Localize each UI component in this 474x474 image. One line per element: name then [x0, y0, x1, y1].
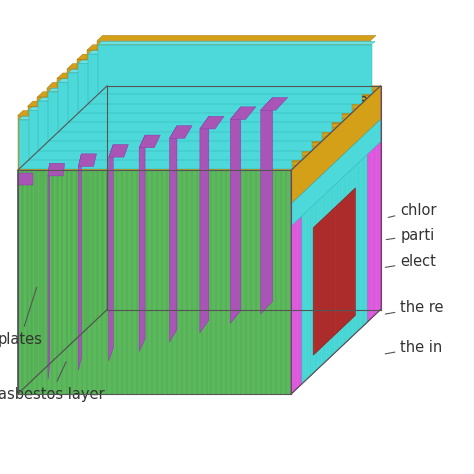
Polygon shape [28, 107, 305, 110]
Text: parti: parti [386, 228, 435, 243]
Polygon shape [57, 128, 336, 133]
Polygon shape [170, 126, 177, 342]
Text: the re: the re [385, 300, 444, 315]
Polygon shape [88, 54, 362, 104]
Polygon shape [230, 107, 256, 119]
Polygon shape [87, 45, 366, 50]
Polygon shape [291, 86, 381, 204]
Polygon shape [37, 146, 316, 152]
Polygon shape [27, 156, 307, 161]
Polygon shape [302, 99, 367, 384]
Polygon shape [18, 86, 381, 170]
Polygon shape [27, 101, 307, 106]
Polygon shape [97, 36, 376, 41]
Polygon shape [139, 135, 145, 352]
Polygon shape [78, 64, 352, 113]
Polygon shape [18, 110, 297, 116]
Polygon shape [97, 90, 376, 95]
Polygon shape [47, 82, 326, 88]
Polygon shape [78, 154, 82, 370]
Polygon shape [48, 88, 325, 91]
Text: chlor: chlor [388, 203, 437, 218]
Polygon shape [38, 98, 315, 101]
Text: cell cover: cell cover [179, 55, 327, 115]
Polygon shape [47, 88, 321, 142]
Polygon shape [48, 163, 49, 380]
Polygon shape [78, 60, 355, 64]
Text: asbestos layer: asbestos layer [0, 362, 104, 401]
Polygon shape [313, 188, 356, 355]
Polygon shape [291, 119, 381, 226]
Polygon shape [47, 137, 326, 142]
Polygon shape [302, 99, 367, 210]
Text: the in: the in [385, 340, 443, 355]
Polygon shape [230, 107, 241, 323]
Polygon shape [109, 145, 113, 361]
Polygon shape [291, 86, 381, 394]
Polygon shape [57, 78, 331, 133]
Polygon shape [87, 100, 366, 105]
Polygon shape [18, 86, 107, 394]
Polygon shape [58, 82, 332, 132]
Polygon shape [77, 54, 356, 59]
Text: graphite anode: graphite anode [199, 93, 368, 147]
Polygon shape [67, 64, 346, 69]
Polygon shape [18, 170, 291, 394]
Polygon shape [48, 91, 322, 141]
Polygon shape [67, 69, 341, 123]
Polygon shape [139, 135, 160, 148]
Polygon shape [37, 92, 316, 97]
Polygon shape [58, 79, 335, 82]
Polygon shape [77, 59, 351, 114]
Polygon shape [98, 41, 375, 45]
Polygon shape [28, 110, 302, 160]
Polygon shape [88, 51, 365, 54]
Polygon shape [170, 126, 192, 138]
Polygon shape [18, 310, 381, 394]
Polygon shape [77, 109, 356, 114]
Polygon shape [98, 45, 372, 94]
Polygon shape [38, 101, 312, 151]
Polygon shape [18, 165, 297, 170]
Polygon shape [48, 163, 64, 176]
Polygon shape [67, 118, 346, 123]
Polygon shape [18, 116, 291, 170]
Polygon shape [27, 106, 301, 161]
Polygon shape [200, 116, 209, 333]
Polygon shape [78, 154, 97, 166]
Polygon shape [18, 117, 295, 120]
Polygon shape [109, 145, 128, 157]
Polygon shape [68, 73, 342, 122]
Text: plates: plates [0, 287, 43, 347]
Text: elect: elect [385, 255, 436, 269]
Polygon shape [18, 120, 292, 169]
Polygon shape [261, 98, 273, 314]
Polygon shape [261, 98, 288, 110]
Polygon shape [57, 73, 336, 78]
Polygon shape [87, 50, 361, 105]
Polygon shape [68, 70, 345, 73]
Polygon shape [97, 41, 371, 95]
Polygon shape [18, 173, 33, 185]
Polygon shape [200, 116, 224, 129]
Polygon shape [37, 97, 311, 152]
